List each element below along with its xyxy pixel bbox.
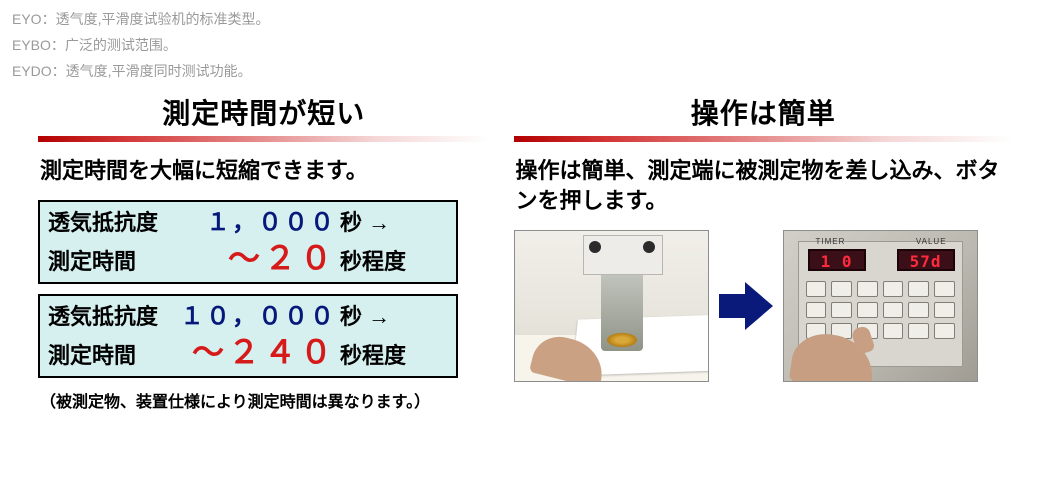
footnote: （被測定物、装置仕様により測定時間は異なります。） bbox=[38, 388, 490, 412]
stat-label: 透気抵抗度 bbox=[48, 303, 176, 331]
lcd-label-timer: TIMER bbox=[816, 237, 846, 246]
stat-row: 測定時間 ～２４０ 秒程度 bbox=[48, 332, 448, 372]
stat-box-2: 透気抵抗度 １０，０００ 秒 → 測定時間 ～２４０ 秒程度 bbox=[38, 294, 458, 378]
stat-value-blue: １，０００ bbox=[176, 208, 338, 238]
stat-unit: 秒程度 bbox=[338, 342, 448, 370]
images-row: TIMER VALUE 1 0 57d bbox=[514, 230, 1013, 382]
stat-row: 透気抵抗度 １０，０００ 秒 → bbox=[48, 302, 448, 332]
photo-press-button: TIMER VALUE 1 0 57d bbox=[783, 230, 978, 382]
desc-line-3: EYDO：透气度,平滑度同时测试功能。 bbox=[12, 58, 1039, 84]
stat-value-blue: １０，０００ bbox=[176, 302, 338, 332]
lcd-timer: 1 0 bbox=[808, 249, 866, 271]
stat-value-red: ～２４０ bbox=[176, 332, 338, 372]
stat-row: 透気抵抗度 １，０００ 秒 → bbox=[48, 208, 448, 238]
stat-value-red: ～２０ bbox=[176, 238, 338, 278]
lcd-value: 57d bbox=[897, 249, 955, 271]
stat-box-1: 透気抵抗度 １，０００ 秒 → 測定時間 ～２０ 秒程度 bbox=[38, 200, 458, 284]
panel-easy-operation: 操作は簡単 操作は簡単、測定端に被測定物を差し込み、ボタンを押します。 bbox=[514, 92, 1013, 412]
stat-row: 測定時間 ～２０ 秒程度 bbox=[48, 238, 448, 278]
photo-insert-sample bbox=[514, 230, 709, 382]
stat-unit: 秒 → bbox=[338, 209, 448, 237]
stat-label: 透気抵抗度 bbox=[48, 209, 176, 237]
subhead-left: 測定時間を大幅に短縮できます。 bbox=[38, 156, 490, 186]
desc-line-1: EYO：透气度,平滑度试验机的标准类型。 bbox=[12, 6, 1039, 32]
lcd-value-value: 57d bbox=[899, 251, 953, 273]
panel-measurement-time: 測定時間が短い 測定時間を大幅に短縮できます。 透気抵抗度 １，０００ 秒 → … bbox=[38, 92, 490, 412]
top-description: EYO：透气度,平滑度试验机的标准类型。 EYBO：广泛的测试范围。 EYDO：… bbox=[0, 0, 1051, 92]
stat-label: 測定時間 bbox=[48, 342, 176, 370]
lcd-timer-value: 1 0 bbox=[810, 251, 864, 273]
heading-right: 操作は簡単 bbox=[687, 92, 840, 134]
heading-wrap: 測定時間が短い bbox=[38, 92, 490, 134]
stat-unit: 秒 → bbox=[338, 303, 448, 331]
heading-rule bbox=[514, 136, 1013, 142]
feature-panels: 測定時間が短い 測定時間を大幅に短縮できます。 透気抵抗度 １，０００ 秒 → … bbox=[0, 92, 1051, 412]
heading-wrap: 操作は簡単 bbox=[514, 92, 1013, 134]
heading-left: 測定時間が短い bbox=[158, 92, 369, 134]
arrow-icon bbox=[719, 282, 773, 330]
heading-rule bbox=[38, 136, 490, 142]
desc-line-2: EYBO：广泛的测试范围。 bbox=[12, 32, 1039, 58]
stat-unit: 秒程度 bbox=[338, 248, 448, 276]
lcd-label-value: VALUE bbox=[916, 237, 947, 246]
subhead-right: 操作は簡単、測定端に被測定物を差し込み、ボタンを押します。 bbox=[514, 156, 1013, 216]
stat-label: 測定時間 bbox=[48, 248, 176, 276]
